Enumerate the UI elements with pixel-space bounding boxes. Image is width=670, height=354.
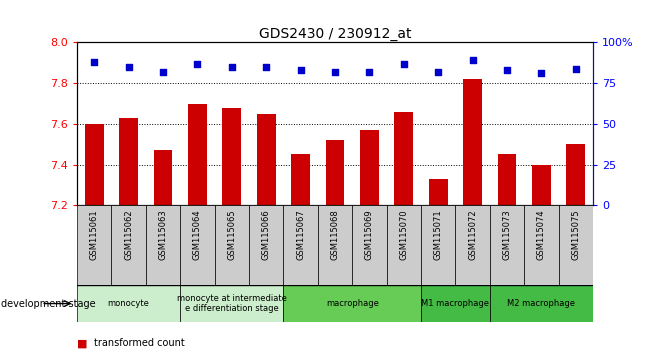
- FancyBboxPatch shape: [214, 205, 249, 285]
- FancyBboxPatch shape: [283, 285, 421, 322]
- Text: development stage: development stage: [1, 298, 95, 309]
- FancyBboxPatch shape: [146, 205, 180, 285]
- Point: [226, 64, 237, 70]
- Text: GSM115061: GSM115061: [90, 209, 98, 260]
- Bar: [153, 150, 172, 205]
- FancyBboxPatch shape: [249, 205, 283, 285]
- Bar: [429, 179, 448, 205]
- Text: ■: ■: [77, 338, 91, 348]
- Text: GSM115068: GSM115068: [330, 209, 340, 260]
- Bar: [498, 154, 517, 205]
- FancyBboxPatch shape: [421, 205, 456, 285]
- Bar: [360, 130, 379, 205]
- Bar: [222, 108, 241, 205]
- FancyBboxPatch shape: [318, 205, 352, 285]
- Point: [364, 69, 375, 75]
- FancyBboxPatch shape: [456, 205, 490, 285]
- FancyBboxPatch shape: [524, 205, 559, 285]
- Point: [502, 67, 513, 73]
- Title: GDS2430 / 230912_at: GDS2430 / 230912_at: [259, 28, 411, 41]
- Bar: [326, 140, 344, 205]
- Text: GSM115065: GSM115065: [227, 209, 237, 260]
- Point: [330, 69, 340, 75]
- Bar: [119, 118, 138, 205]
- Bar: [188, 103, 207, 205]
- Point: [295, 67, 306, 73]
- FancyBboxPatch shape: [180, 205, 214, 285]
- Text: GSM115072: GSM115072: [468, 209, 477, 260]
- FancyBboxPatch shape: [559, 205, 593, 285]
- Text: GSM115066: GSM115066: [262, 209, 271, 260]
- Text: GSM115070: GSM115070: [399, 209, 408, 260]
- Text: macrophage: macrophage: [326, 299, 379, 308]
- Text: GSM115073: GSM115073: [502, 209, 511, 260]
- Point: [399, 61, 409, 67]
- FancyBboxPatch shape: [180, 285, 283, 322]
- Point: [536, 70, 547, 76]
- FancyBboxPatch shape: [77, 205, 111, 285]
- Text: GSM115062: GSM115062: [124, 209, 133, 260]
- Text: monocyte at intermediate
e differentiation stage: monocyte at intermediate e differentiati…: [177, 294, 287, 313]
- Point: [192, 61, 203, 67]
- Text: M2 macrophage: M2 macrophage: [507, 299, 576, 308]
- Bar: [395, 112, 413, 205]
- Text: GSM115067: GSM115067: [296, 209, 305, 260]
- Text: GSM115074: GSM115074: [537, 209, 546, 260]
- Point: [261, 64, 271, 70]
- Text: GSM115069: GSM115069: [365, 209, 374, 260]
- FancyBboxPatch shape: [490, 205, 524, 285]
- Point: [157, 69, 168, 75]
- FancyBboxPatch shape: [283, 205, 318, 285]
- Point: [123, 64, 134, 70]
- Bar: [463, 79, 482, 205]
- Bar: [291, 154, 310, 205]
- Text: GSM115071: GSM115071: [433, 209, 443, 260]
- FancyBboxPatch shape: [352, 205, 387, 285]
- Point: [570, 66, 581, 72]
- FancyBboxPatch shape: [490, 285, 593, 322]
- Text: monocyte: monocyte: [108, 299, 149, 308]
- Point: [467, 58, 478, 63]
- FancyBboxPatch shape: [387, 205, 421, 285]
- Point: [89, 59, 100, 65]
- FancyBboxPatch shape: [421, 285, 490, 322]
- Point: [433, 69, 444, 75]
- Text: transformed count: transformed count: [94, 338, 184, 348]
- FancyBboxPatch shape: [111, 205, 146, 285]
- Bar: [85, 124, 104, 205]
- Text: GSM115064: GSM115064: [193, 209, 202, 260]
- Bar: [532, 165, 551, 205]
- Bar: [257, 114, 275, 205]
- FancyBboxPatch shape: [77, 285, 180, 322]
- Bar: [566, 144, 585, 205]
- Text: GSM115075: GSM115075: [572, 209, 580, 260]
- Text: GSM115063: GSM115063: [159, 209, 168, 260]
- Text: M1 macrophage: M1 macrophage: [421, 299, 489, 308]
